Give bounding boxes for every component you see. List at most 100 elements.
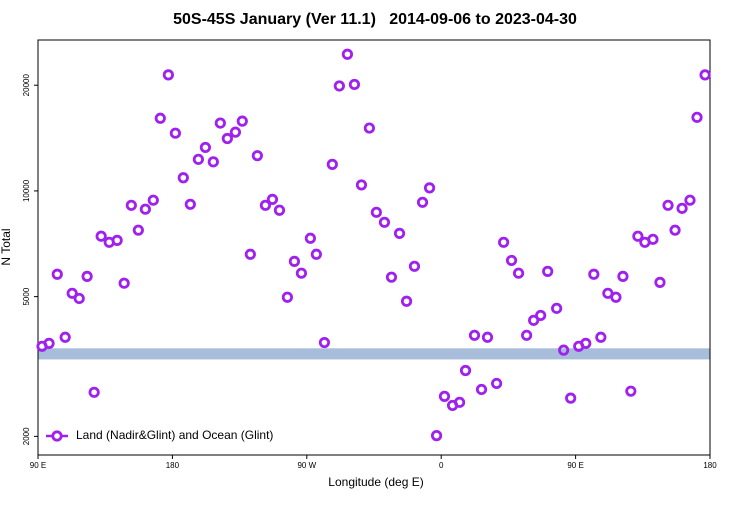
data-point bbox=[565, 392, 577, 404]
data-point bbox=[341, 48, 354, 60]
data-point bbox=[251, 150, 263, 162]
data-point bbox=[214, 117, 226, 129]
data-point bbox=[647, 233, 659, 245]
data-point bbox=[551, 302, 563, 314]
data-point bbox=[625, 385, 637, 397]
data-point bbox=[125, 199, 137, 211]
x-tick-label: 90 E bbox=[30, 461, 46, 470]
data-point bbox=[162, 69, 174, 81]
data-point bbox=[348, 78, 361, 91]
data-point bbox=[266, 193, 279, 205]
data-point bbox=[535, 309, 547, 322]
data-point bbox=[512, 267, 525, 279]
data-point bbox=[423, 182, 436, 194]
data-point bbox=[118, 277, 130, 289]
data-point bbox=[333, 80, 345, 92]
y-tick-label: 20000 bbox=[22, 74, 31, 97]
data-point bbox=[88, 386, 100, 398]
data-point bbox=[385, 271, 398, 283]
legend-label: Land (Nadir&Glint) and Ocean (Glint) bbox=[76, 428, 273, 442]
data-point bbox=[304, 232, 316, 244]
data-point bbox=[288, 255, 301, 267]
data-point bbox=[111, 234, 123, 246]
data-point bbox=[363, 122, 375, 134]
data-point bbox=[632, 230, 644, 242]
data-point bbox=[378, 216, 391, 228]
data-point bbox=[416, 196, 429, 208]
data-point bbox=[528, 314, 540, 326]
data-point bbox=[73, 292, 85, 305]
plot-frame bbox=[37, 39, 711, 456]
data-point bbox=[355, 179, 368, 191]
chart-title: 50S-45S January (Ver 11.1) 2014-09-06 to… bbox=[173, 11, 577, 28]
data-point bbox=[542, 265, 554, 277]
data-point bbox=[595, 331, 607, 343]
data-point bbox=[81, 270, 93, 282]
x-axis-label: Longitude (deg E) bbox=[328, 475, 423, 489]
x-tick-label: 180 bbox=[166, 461, 180, 470]
data-point bbox=[229, 126, 242, 138]
y-tick-label: 10000 bbox=[22, 179, 31, 202]
data-point bbox=[139, 203, 151, 215]
data-point bbox=[221, 132, 233, 145]
data-point bbox=[408, 260, 421, 272]
x-tick-label: 0 bbox=[439, 461, 444, 470]
y-tick-label: 5000 bbox=[22, 287, 31, 305]
data-point bbox=[281, 291, 293, 303]
data-point bbox=[521, 329, 533, 341]
data-point bbox=[617, 270, 629, 282]
data-point bbox=[459, 364, 472, 377]
data-point bbox=[236, 115, 248, 127]
data-point bbox=[66, 287, 78, 299]
data-point bbox=[498, 236, 510, 248]
data-point bbox=[676, 202, 688, 214]
data-point bbox=[259, 199, 272, 211]
data-point bbox=[169, 127, 181, 139]
y-tick-label: 2000 bbox=[22, 427, 31, 445]
data-point bbox=[453, 396, 466, 408]
data-point bbox=[468, 329, 481, 341]
ocean-band bbox=[38, 348, 710, 360]
data-point bbox=[558, 344, 570, 356]
data-point bbox=[580, 337, 592, 349]
data-point bbox=[481, 331, 494, 343]
data-point bbox=[43, 337, 55, 349]
data-point bbox=[184, 198, 196, 210]
data-point bbox=[59, 331, 71, 343]
data-point bbox=[273, 204, 286, 216]
y-axis-label: N Total bbox=[0, 228, 13, 265]
data-point bbox=[699, 69, 711, 81]
data-point bbox=[295, 267, 308, 279]
data-point bbox=[588, 268, 600, 280]
x-tick-label: 90 E bbox=[567, 461, 583, 470]
data-point bbox=[318, 336, 331, 349]
data-point bbox=[669, 224, 681, 236]
data-point bbox=[132, 224, 144, 236]
x-tick-label: 90 W bbox=[297, 461, 316, 470]
data-point bbox=[610, 291, 622, 303]
legend-marker bbox=[51, 430, 63, 442]
data-point bbox=[199, 141, 212, 154]
data-point bbox=[154, 112, 166, 124]
data-point bbox=[430, 430, 443, 442]
data-point bbox=[244, 248, 256, 260]
data-point bbox=[684, 194, 696, 206]
data-point bbox=[192, 153, 204, 165]
data-point bbox=[505, 254, 518, 267]
x-tick-label: 180 bbox=[703, 461, 717, 470]
data-point bbox=[51, 268, 63, 280]
data-point bbox=[438, 390, 451, 402]
data-point bbox=[662, 199, 674, 211]
data-point bbox=[95, 230, 107, 242]
data-point bbox=[400, 295, 413, 307]
data-point bbox=[207, 156, 219, 168]
data-point bbox=[326, 158, 338, 170]
data-point bbox=[370, 206, 382, 218]
data-point bbox=[147, 194, 159, 206]
data-point bbox=[310, 248, 322, 260]
data-point bbox=[654, 276, 666, 288]
data-point bbox=[393, 227, 406, 239]
data-point bbox=[475, 383, 488, 396]
data-point bbox=[177, 172, 189, 184]
